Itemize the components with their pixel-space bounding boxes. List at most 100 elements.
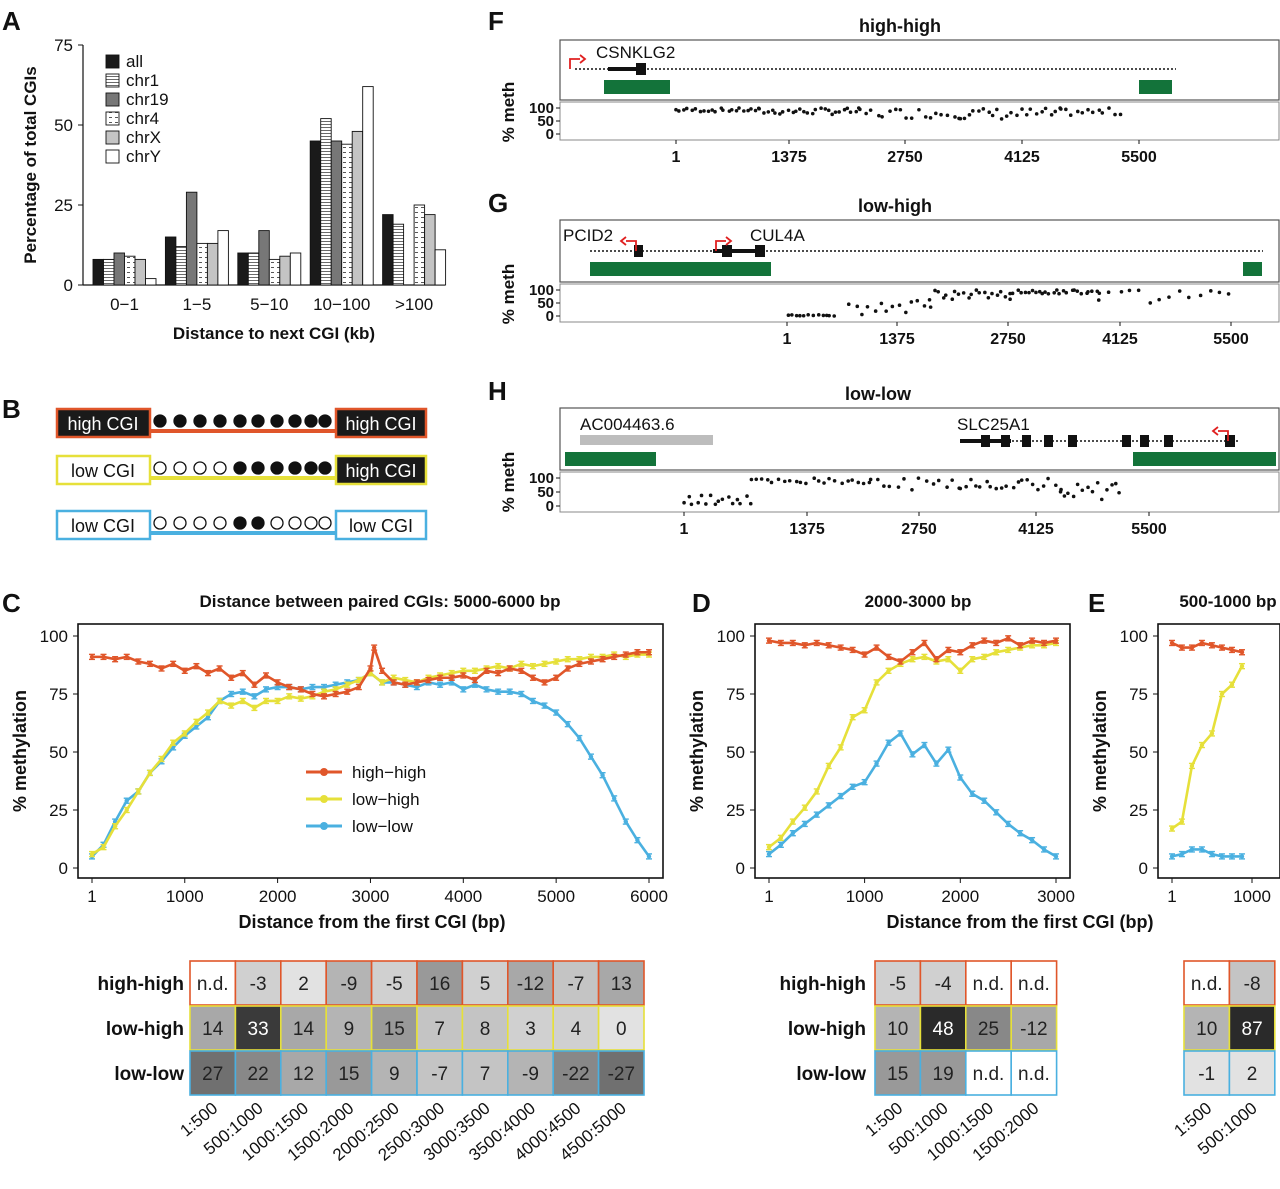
data-point bbox=[1189, 763, 1195, 769]
data-point bbox=[565, 721, 570, 727]
data-point bbox=[874, 645, 879, 650]
cgi-bar bbox=[590, 262, 771, 276]
methylation-point bbox=[693, 107, 698, 111]
x-tick-label: 10−100 bbox=[313, 295, 370, 314]
panel-b-schematic: high CGI high CGI low CGI high CGI low CGI lo… bbox=[55, 407, 428, 541]
methylation-point bbox=[790, 313, 794, 317]
methylation-point bbox=[754, 477, 759, 482]
legend-swatch bbox=[105, 130, 120, 145]
methylation-point bbox=[826, 108, 831, 113]
methylation-point bbox=[769, 480, 774, 485]
data-point bbox=[1005, 636, 1011, 641]
table-cell bbox=[370, 960, 418, 1006]
table-cell-value: 15 bbox=[338, 1064, 359, 1085]
table-row-label: low-low bbox=[114, 1064, 184, 1085]
methylation-point bbox=[1208, 289, 1213, 293]
data-point bbox=[1041, 640, 1047, 646]
data-point bbox=[838, 645, 843, 650]
methylation-point bbox=[1058, 106, 1062, 110]
x-tick-label: 1375 bbox=[789, 521, 825, 538]
data-point bbox=[310, 691, 315, 697]
methylation-point bbox=[1072, 288, 1076, 292]
methylation-point bbox=[782, 479, 787, 484]
cgi-bar bbox=[604, 80, 670, 94]
data-point bbox=[333, 682, 338, 687]
methylation-point bbox=[990, 291, 994, 296]
plot-frame bbox=[1157, 623, 1280, 879]
methylation-point bbox=[1071, 494, 1076, 499]
methylation-point bbox=[909, 116, 914, 120]
gene-exon bbox=[1140, 435, 1149, 447]
methylation-point bbox=[1041, 484, 1046, 488]
methylation-point bbox=[867, 480, 872, 485]
methylation-point bbox=[981, 107, 986, 111]
data-point bbox=[240, 689, 245, 694]
legend-label: all bbox=[126, 52, 143, 71]
y-axis-title: % meth bbox=[499, 452, 518, 512]
bar bbox=[258, 230, 270, 286]
methylation-point bbox=[1110, 483, 1114, 487]
methylation-point bbox=[798, 480, 803, 485]
data-point bbox=[182, 731, 187, 736]
data-point bbox=[1169, 854, 1175, 859]
bar bbox=[175, 246, 187, 286]
x-tick-label: 1000 bbox=[846, 887, 884, 906]
data-point bbox=[910, 657, 915, 662]
methylation-point bbox=[1028, 107, 1033, 111]
methylation-point bbox=[884, 309, 888, 313]
legend-marker bbox=[320, 822, 328, 830]
table-cell bbox=[1228, 1050, 1276, 1096]
bar bbox=[382, 214, 394, 286]
table-cell-value: 2 bbox=[1247, 1064, 1258, 1085]
cgi-box-left-label: low CGI bbox=[71, 461, 135, 481]
methylated-cpg-dot bbox=[233, 461, 247, 475]
methylation-point bbox=[1080, 110, 1085, 115]
data-point bbox=[1209, 643, 1215, 648]
cgi-bar bbox=[1133, 452, 1276, 466]
methylation-point bbox=[896, 485, 901, 489]
methylation-point bbox=[1226, 292, 1231, 296]
data-point bbox=[970, 657, 975, 662]
y-tick-label: 0 bbox=[546, 308, 554, 325]
methylation-point bbox=[848, 110, 853, 114]
data-point bbox=[874, 680, 879, 685]
data-point bbox=[275, 684, 280, 690]
data-point bbox=[1199, 640, 1205, 646]
legend-swatch bbox=[105, 92, 120, 107]
data-point bbox=[1053, 854, 1059, 859]
methylation-point bbox=[1019, 478, 1024, 482]
panel-d-table: high-high -5 -4 n.d. n.d. low-high 10 48 25 -12 lo… bbox=[779, 960, 1058, 1165]
data-point bbox=[958, 775, 963, 780]
methylation-point bbox=[846, 302, 851, 306]
gene-label: PCID2 bbox=[563, 226, 613, 245]
data-point bbox=[101, 654, 106, 660]
methylation-point bbox=[762, 111, 766, 115]
cgi-bar bbox=[1243, 262, 1262, 276]
cgi-box-right-label: high CGI bbox=[345, 414, 416, 434]
methylation-point bbox=[802, 109, 806, 114]
methylation-point bbox=[882, 484, 886, 488]
methylation-point bbox=[1040, 109, 1044, 114]
unmethylated-cpg-dot bbox=[318, 516, 332, 530]
x-tick-label: 2750 bbox=[887, 149, 923, 166]
unmethylated-cpg-dot bbox=[193, 516, 207, 530]
table-cell bbox=[416, 960, 464, 1006]
methylation-point bbox=[999, 486, 1004, 490]
data-point bbox=[124, 798, 129, 803]
data-point bbox=[1199, 847, 1205, 852]
data-point bbox=[922, 742, 927, 748]
bar bbox=[237, 252, 249, 286]
data-point bbox=[898, 659, 903, 664]
table-cell-value: 10 bbox=[1196, 1019, 1217, 1040]
methylation-point bbox=[708, 493, 713, 498]
methylated-cpg-dot bbox=[251, 414, 265, 428]
x-tick-label: 0−1 bbox=[110, 295, 139, 314]
table-cell-value: 16 bbox=[429, 974, 450, 995]
methylation-point bbox=[1177, 289, 1182, 293]
x-tick-label: 4125 bbox=[1004, 149, 1040, 166]
methylation-point bbox=[1117, 490, 1121, 495]
panel-c-table: high-high n.d. -3 2 -9 -5 16 5 -12 -7 13 low-high 14… bbox=[97, 960, 645, 1165]
data-point bbox=[1017, 643, 1023, 648]
tss-arrow-icon bbox=[715, 240, 726, 251]
methylation-point bbox=[713, 502, 718, 507]
